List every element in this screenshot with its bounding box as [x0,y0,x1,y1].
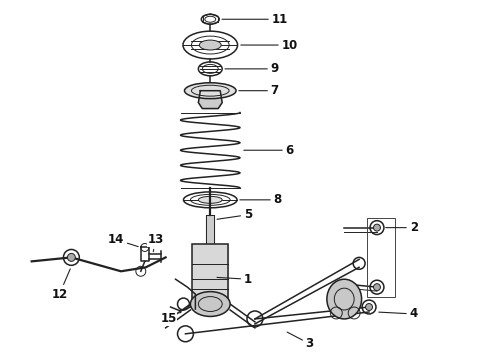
Polygon shape [198,91,222,109]
Text: 2: 2 [386,221,418,234]
Circle shape [373,284,380,291]
Text: 15: 15 [160,312,181,325]
Text: 6: 6 [244,144,294,157]
Circle shape [366,303,372,310]
Ellipse shape [191,292,230,316]
Text: 12: 12 [51,269,70,301]
Circle shape [373,224,380,231]
Text: 4: 4 [379,307,418,320]
Text: 13: 13 [147,233,164,252]
Ellipse shape [184,83,236,99]
Circle shape [68,253,75,261]
Text: 14: 14 [108,233,138,247]
Polygon shape [193,244,228,304]
Ellipse shape [199,40,221,50]
Text: 7: 7 [239,84,279,97]
Text: 9: 9 [225,62,279,75]
Text: 11: 11 [222,13,288,26]
Bar [193,244,228,304]
Bar [367,218,395,297]
Text: 3: 3 [287,332,314,350]
Text: 1: 1 [217,273,252,286]
Text: 8: 8 [240,193,282,206]
Ellipse shape [327,279,362,319]
Ellipse shape [198,196,222,203]
Text: 5: 5 [217,208,252,221]
Text: 10: 10 [241,39,298,51]
